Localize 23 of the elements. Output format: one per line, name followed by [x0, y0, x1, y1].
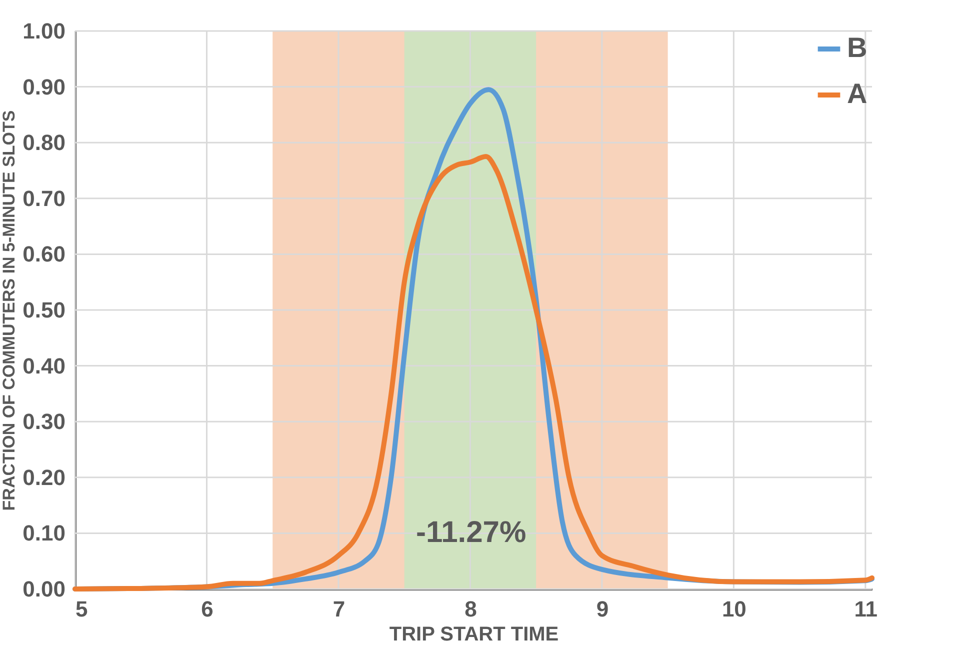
y-tick-label: 0.20	[22, 464, 66, 490]
legend-label: B	[847, 32, 868, 63]
y-tick-label: 0.00	[22, 576, 66, 602]
y-tick-label: 0.60	[22, 242, 66, 267]
x-tick-label: 5	[76, 596, 88, 622]
y-tick-label: 0.80	[22, 130, 66, 156]
y-tick-label: 0.70	[22, 186, 66, 211]
x-tick-label: 6	[201, 596, 214, 622]
x-tick-label: 9	[596, 596, 609, 622]
x-tick-label: 8	[464, 596, 477, 622]
annotation: -11.27%	[416, 516, 526, 550]
y-tick-label: 0.40	[22, 353, 66, 378]
y-tick-label: 1.00	[22, 18, 66, 44]
y-axis-title: FRACTION OF COMMUTERS IN 5-MINUTE SLOTS	[0, 110, 19, 511]
x-axis-title: TRIP START TIME	[389, 624, 559, 646]
y-tick-label: 0.90	[22, 74, 66, 100]
y-tick-label: 0.50	[22, 298, 66, 322]
legend-label: A	[847, 78, 868, 109]
x-tick-label: 10	[722, 596, 746, 622]
x-tick-label: 11	[854, 596, 878, 622]
x-tick-label: 7	[332, 596, 346, 622]
y-tick-label: 0.30	[22, 409, 66, 434]
y-tick-label: 0.10	[22, 520, 66, 546]
